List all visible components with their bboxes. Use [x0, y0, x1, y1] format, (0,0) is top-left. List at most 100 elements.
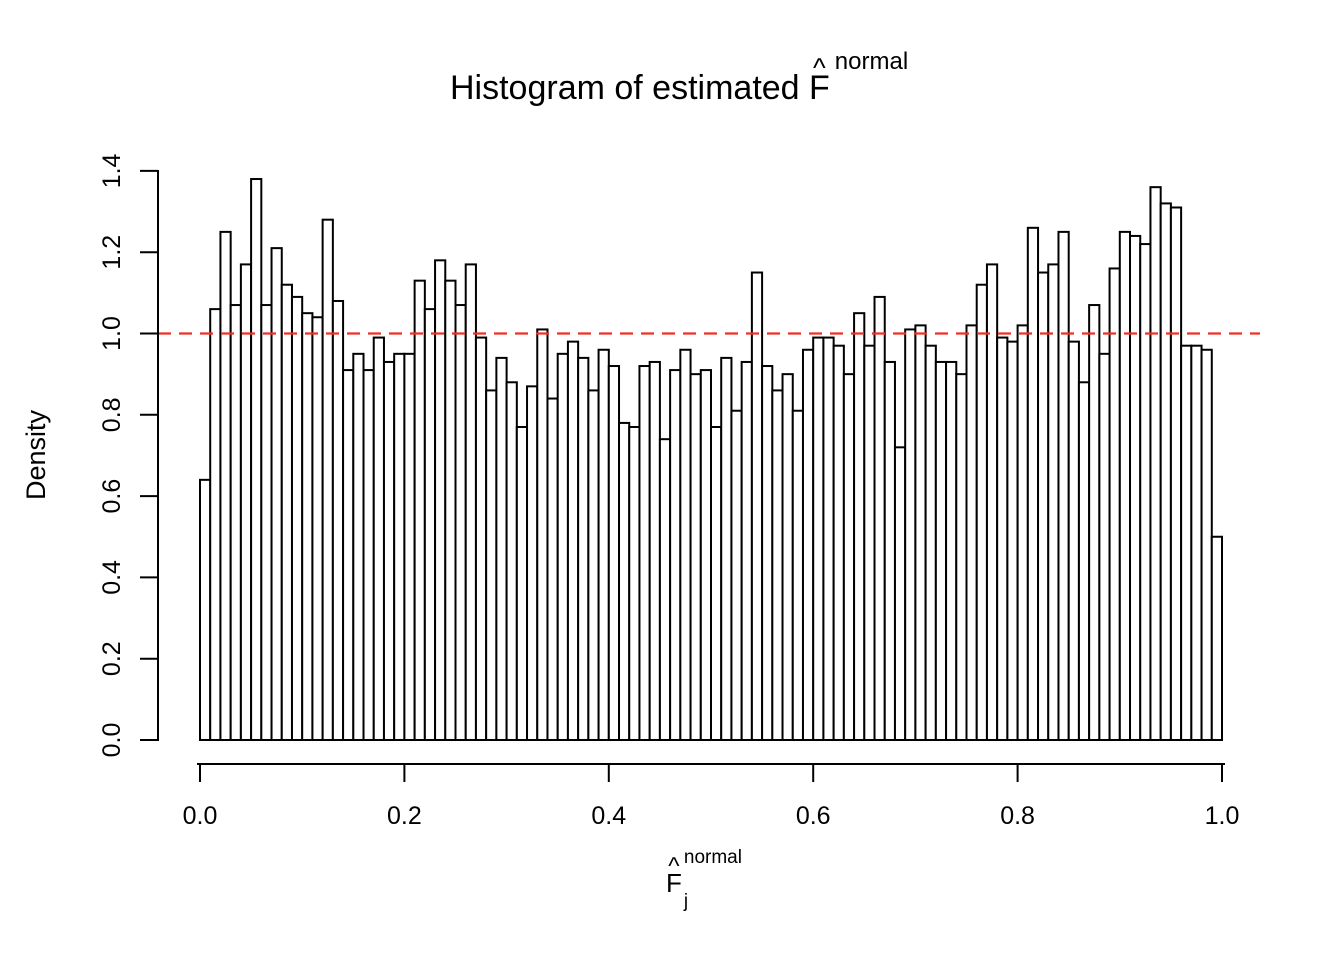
histogram-bar — [842, 373, 856, 741]
y-tick-label: 1.0 — [98, 316, 126, 351]
histogram-bar — [597, 348, 610, 741]
histogram-bar — [362, 369, 375, 741]
histogram-bar — [730, 409, 743, 741]
histogram-bar — [618, 421, 631, 741]
histogram-bar — [546, 397, 559, 741]
y-tick-label: 0.0 — [98, 723, 126, 758]
histogram-bar — [945, 360, 958, 741]
histogram-bar — [1149, 186, 1162, 742]
histogram-bar — [699, 369, 713, 741]
histogram-bar — [955, 373, 968, 741]
histogram-bar — [740, 360, 753, 741]
histogram-bar — [1200, 348, 1213, 741]
histogram-bar — [260, 304, 273, 741]
x-axis — [197, 763, 1225, 782]
histogram-bar — [1016, 324, 1029, 741]
histogram-bar — [311, 316, 324, 741]
histogram-bar — [485, 389, 498, 741]
x-axis-label-subscript: j — [683, 891, 688, 912]
histogram-bar — [199, 478, 212, 741]
histogram-bar — [710, 426, 723, 741]
histogram-bar — [832, 344, 845, 741]
histogram-bar — [505, 381, 518, 741]
histogram-bar — [822, 336, 835, 741]
histogram-bar — [863, 344, 876, 741]
histogram-bar — [1047, 263, 1060, 741]
histogram-bar — [679, 348, 692, 741]
histogram-bar — [914, 324, 927, 741]
histogram-bar — [1129, 234, 1142, 741]
x-tick-labels: 0.0 0.2 0.4 0.6 0.8 1.0 — [183, 802, 1240, 830]
x-tick-label: 0.2 — [387, 802, 422, 830]
y-tick-label: 1.2 — [98, 235, 126, 270]
chart-title: Histogram of estimated F — [450, 69, 830, 107]
histogram-bar — [638, 365, 651, 741]
histogram-bar — [1139, 243, 1152, 741]
histogram-bar — [812, 336, 825, 741]
histogram-bar — [290, 295, 304, 741]
histogram-bar — [577, 356, 590, 741]
histogram-bar — [1180, 344, 1193, 741]
histogram-bar — [996, 336, 1009, 741]
histogram-bar — [771, 389, 784, 741]
histogram-bar — [423, 308, 437, 741]
y-tick-label: 0.6 — [98, 479, 126, 514]
histogram-bar — [893, 446, 907, 741]
histogram-bar — [495, 356, 508, 741]
y-tick-label: 0.4 — [98, 560, 126, 595]
histogram-bar — [607, 365, 621, 741]
histogram-bar — [934, 360, 948, 741]
histogram-bar — [904, 328, 917, 741]
chart-title-hat-accent: ^ — [813, 53, 826, 83]
histogram-bar — [750, 271, 764, 741]
histogram-bar — [1026, 226, 1040, 741]
y-tick-label: 0.2 — [98, 641, 126, 676]
histogram-bar — [587, 389, 600, 741]
histogram-bar — [628, 426, 641, 741]
histogram-bar — [464, 263, 477, 741]
histogram-bar — [761, 365, 774, 741]
histogram-bar — [720, 356, 733, 741]
x-axis-label-hat-accent: ^ — [668, 853, 680, 880]
histogram-bar — [321, 218, 334, 741]
y-tick-labels: 0.0 0.2 0.4 0.6 0.8 1.0 1.2 1.4 — [98, 153, 126, 757]
histogram-bar — [1077, 381, 1091, 741]
histogram-bar — [1159, 202, 1172, 742]
histogram-bar — [985, 263, 999, 741]
histogram-bar — [413, 279, 426, 741]
histogram-bar — [648, 360, 661, 741]
x-tick-label: 1.0 — [1205, 802, 1240, 830]
histogram-bar — [1190, 344, 1203, 741]
histogram-bar — [536, 328, 549, 741]
histogram-bar — [801, 348, 815, 741]
histogram-bar — [270, 247, 283, 741]
histogram-bar — [382, 360, 396, 741]
histogram-bar — [1006, 340, 1019, 741]
x-axis-label: F — [666, 868, 682, 898]
x-tick-label: 0.6 — [796, 802, 831, 830]
histogram-bar — [1118, 230, 1132, 742]
histogram-bar — [566, 340, 580, 741]
histogram-bar — [669, 369, 682, 741]
x-axis-label-superscript: normal — [684, 847, 742, 868]
histogram-bar — [1098, 352, 1111, 741]
histogram-bar — [526, 385, 539, 741]
histogram-bar — [250, 178, 263, 741]
histogram-bar — [301, 312, 314, 741]
x-tick-label: 0.0 — [183, 802, 218, 830]
histogram-bar — [393, 352, 406, 741]
histogram-bar — [556, 352, 569, 741]
histogram-bar — [853, 312, 866, 741]
histogram-bar — [331, 299, 345, 741]
histogram-bar — [658, 438, 672, 741]
histogram-bar — [219, 230, 232, 742]
histogram-bar — [280, 283, 293, 741]
histogram-bar — [434, 259, 447, 741]
histogram-bar — [209, 308, 222, 741]
histogram-bar — [781, 373, 794, 741]
histogram-bar — [372, 336, 385, 741]
y-axis — [140, 169, 159, 741]
chart-title-superscript: normal — [835, 48, 908, 75]
